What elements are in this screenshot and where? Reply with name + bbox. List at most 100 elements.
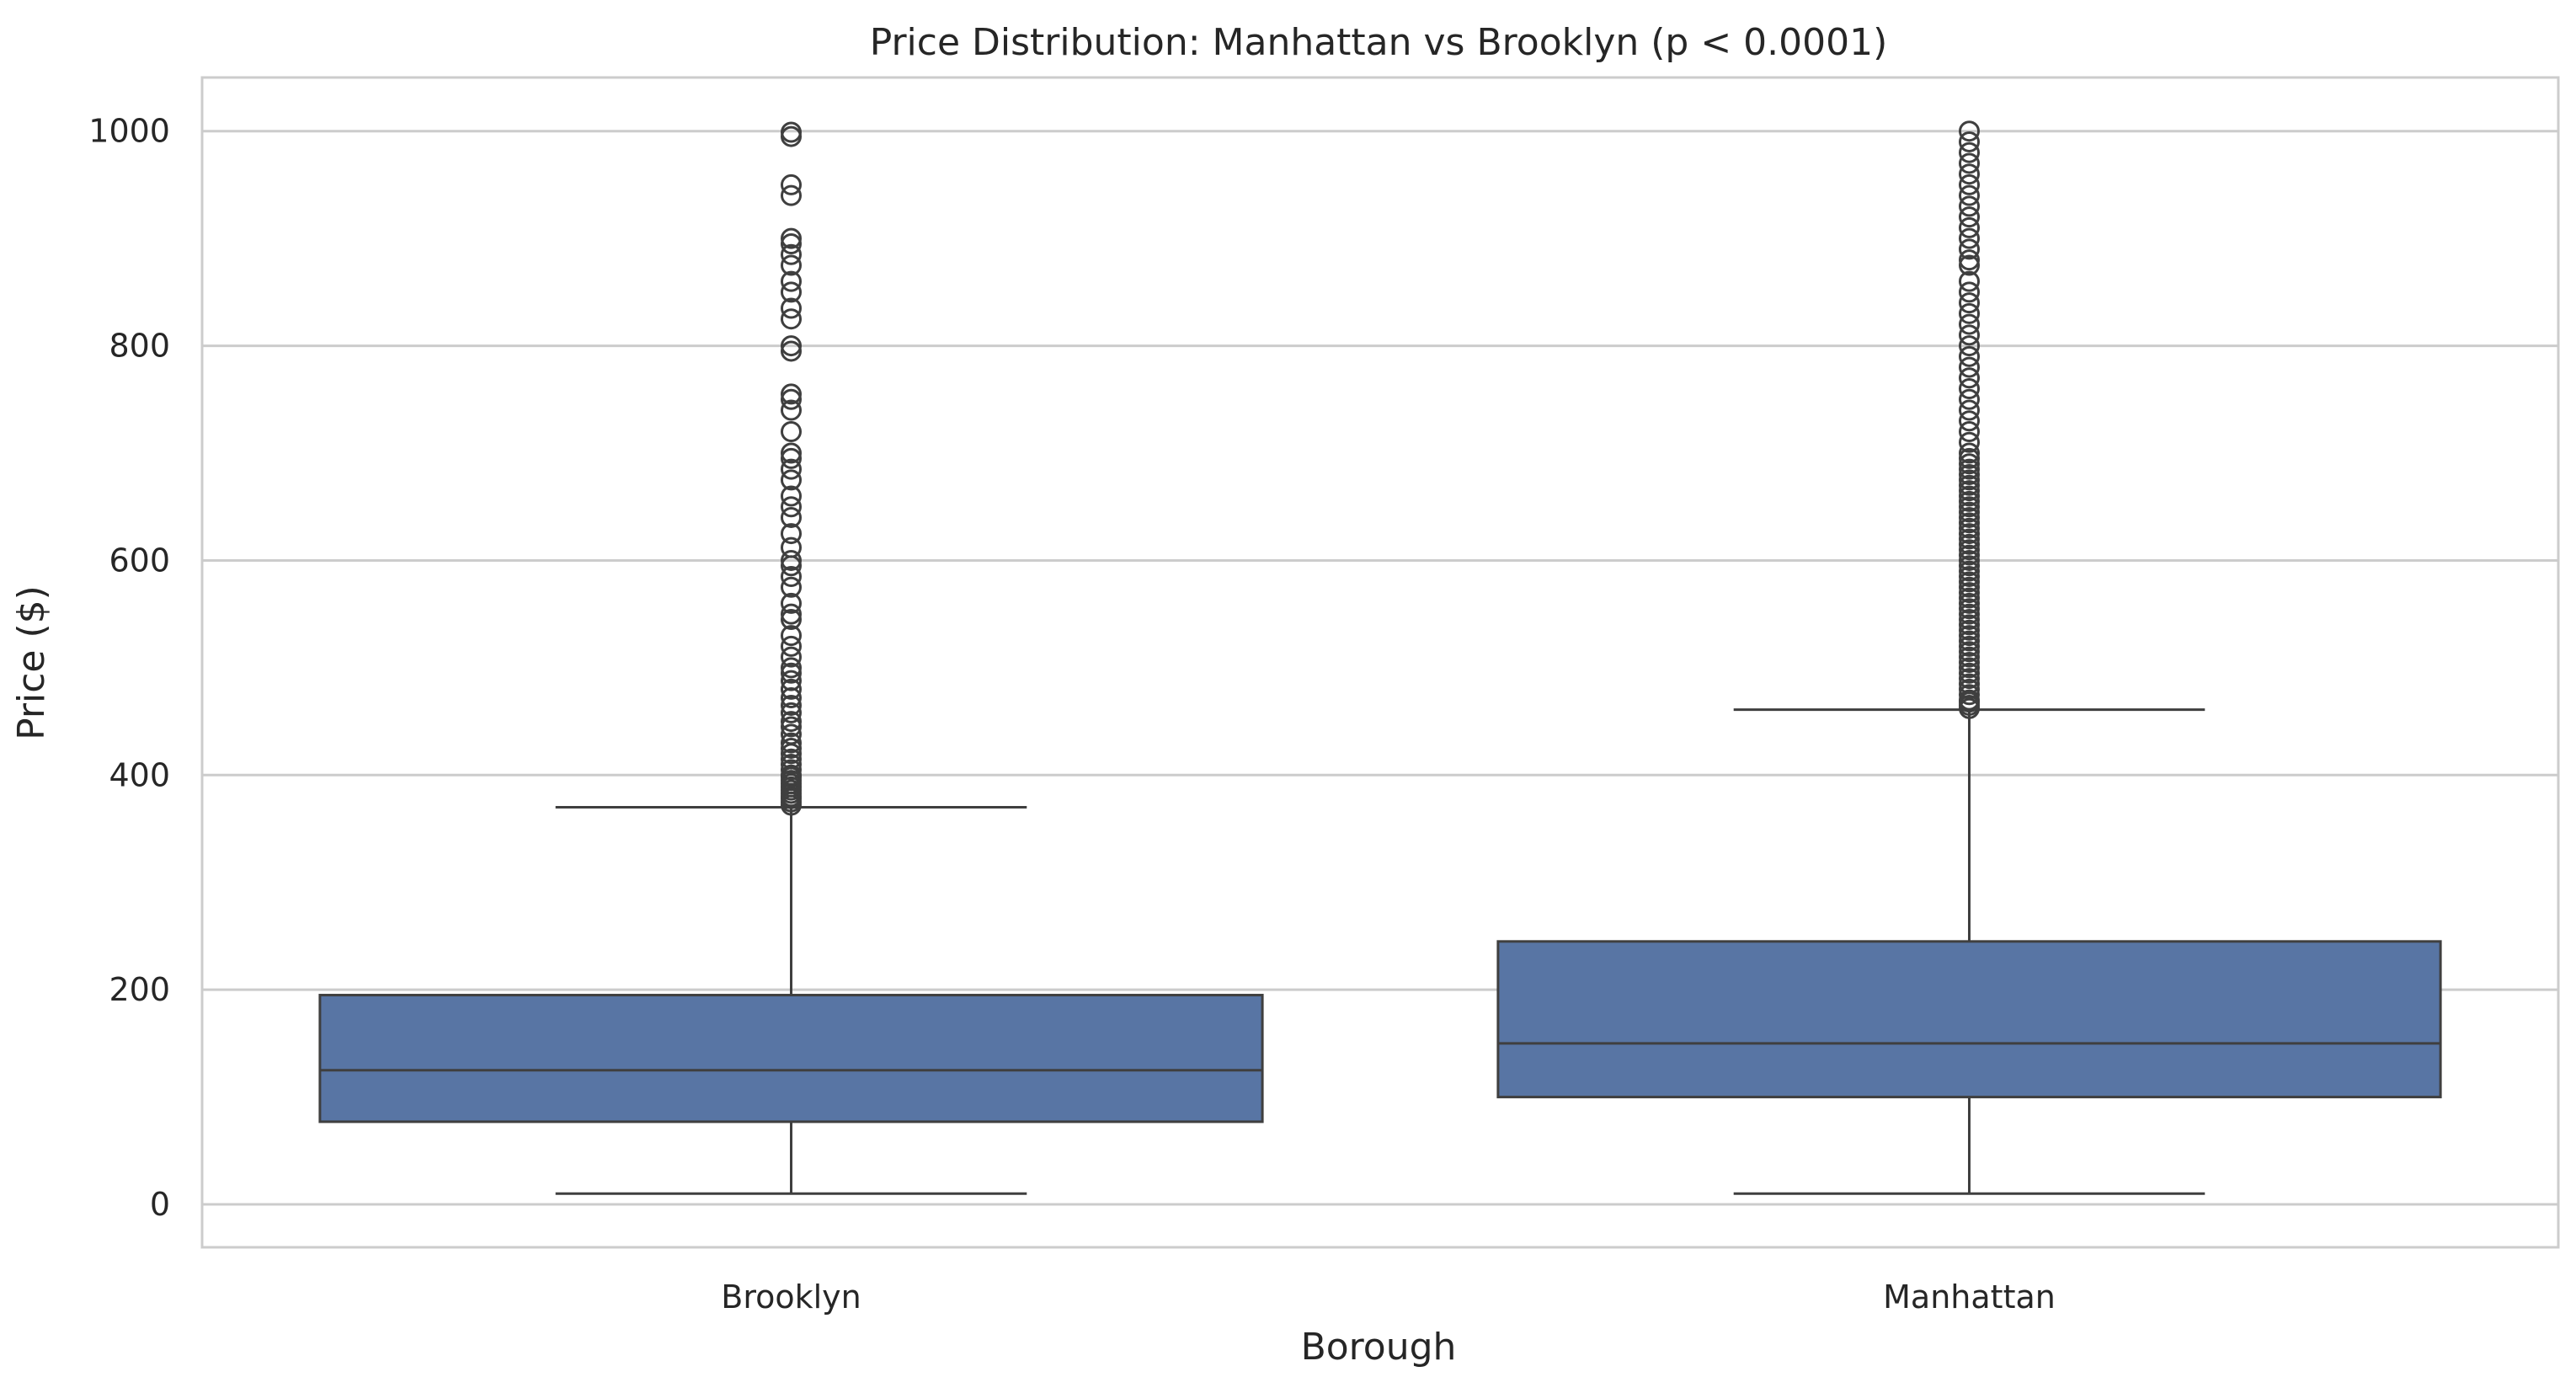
outlier-point: [1959, 216, 1980, 238]
outlier-point: [1959, 469, 1980, 491]
outlier-point: [781, 635, 802, 657]
outlier-point: [1959, 292, 1980, 314]
outlier-point: [1959, 528, 1980, 550]
outlier-point: [1959, 673, 1980, 695]
outlier-point: [1959, 480, 1980, 502]
outlier-point: [1959, 458, 1980, 480]
outlier-point: [1959, 657, 1980, 679]
chart-title: Price Distribution: Manhattan vs Brookly…: [870, 21, 1888, 64]
outlier-point: [781, 694, 802, 716]
outlier-point: [781, 469, 802, 491]
outlier-point: [1959, 506, 1980, 528]
outlier-point: [1959, 447, 1980, 469]
box-group-manhattan: [1496, 120, 2442, 1195]
outlier-point: [1959, 490, 1980, 512]
iqr-box: [1496, 940, 2442, 1099]
outlier-point: [1959, 603, 1980, 625]
outlier-point: [781, 657, 802, 679]
outlier-point: [1959, 302, 1980, 324]
outlier-point: [1959, 517, 1980, 539]
outlier-point: [1959, 576, 1980, 598]
x-tick-labels: Brooklyn Manhattan: [721, 1278, 2056, 1316]
outlier-point: [1959, 501, 1980, 523]
outlier-point: [781, 566, 802, 588]
outlier-point: [781, 496, 802, 518]
outlier-point: [781, 687, 802, 709]
iqr-box: [318, 994, 1264, 1123]
outlier-point: [781, 121, 802, 143]
grid-lines: [202, 130, 2558, 1206]
outlier-point: [781, 173, 802, 195]
outlier-point: [1959, 410, 1980, 432]
outlier-point: [781, 662, 802, 684]
outlier-point: [781, 678, 802, 700]
outlier-point: [1959, 646, 1980, 668]
y-tick-label: 200: [109, 971, 170, 1008]
outlier-point: [1959, 388, 1980, 410]
outlier-point: [1959, 539, 1980, 561]
outlier-point: [781, 399, 802, 421]
outlier-point: [1959, 474, 1980, 496]
outlier-point: [781, 383, 802, 405]
outlier-point: [1959, 184, 1980, 206]
outlier-point: [781, 737, 802, 759]
outlier-point: [781, 711, 802, 733]
outlier-point: [1959, 582, 1980, 604]
outlier-point: [1959, 609, 1980, 631]
outlier-point: [1959, 571, 1980, 593]
outlier-point: [781, 447, 802, 469]
outlier-point: [1959, 453, 1980, 475]
outlier-point: [1959, 356, 1980, 378]
outlier-point: [1959, 367, 1980, 389]
outlier-point: [1959, 566, 1980, 588]
outlier-point: [1959, 120, 1980, 142]
outlier-point: [1959, 560, 1980, 582]
y-tick-label: 1000: [88, 113, 170, 150]
outlier-point: [781, 254, 802, 276]
outlier-point: [781, 723, 802, 745]
outlier-point: [781, 523, 802, 545]
y-tick-label: 800: [109, 328, 170, 365]
outlier-point: [1959, 678, 1980, 700]
outlier-point: [1959, 549, 1980, 571]
outlier-point: [1959, 485, 1980, 507]
outlier-point: [1959, 592, 1980, 614]
outlier-point: [1959, 206, 1980, 228]
box-group-brooklyn: [318, 121, 1264, 1195]
outlier-point: [1959, 313, 1980, 335]
box-plot-series: [318, 120, 2442, 1195]
outlier-point: [1959, 496, 1980, 518]
outlier-point: [1959, 641, 1980, 663]
outlier-point: [781, 308, 802, 330]
outlier-point: [781, 592, 802, 614]
y-axis-title: Price ($): [10, 585, 53, 740]
outlier-point: [1959, 544, 1980, 566]
outlier-point: [781, 732, 802, 754]
outlier-point: [781, 759, 802, 781]
outlier-point: [781, 506, 802, 528]
x-tick-label: Manhattan: [1883, 1278, 2056, 1316]
outlier-point: [1959, 378, 1980, 400]
outlier-point: [1959, 270, 1980, 292]
outlier-point: [781, 340, 802, 362]
outlier-point: [1959, 619, 1980, 641]
outlier-point: [781, 754, 802, 776]
y-tick-labels: 0 200 400 600 800 1000: [88, 113, 170, 1223]
outlier-point: [1959, 652, 1980, 673]
outlier-point: [781, 335, 802, 357]
outlier-point: [781, 702, 802, 723]
outlier-point: [1959, 249, 1980, 271]
outlier-point: [1959, 421, 1980, 443]
outlier-point: [781, 184, 802, 206]
outlier-point: [781, 764, 802, 786]
outlier-point: [1959, 163, 1980, 185]
outlier-point: [1959, 684, 1980, 706]
outlier-point: [781, 536, 802, 558]
outlier-point: [781, 421, 802, 443]
outlier-point: [1959, 173, 1980, 195]
outlier-point: [1959, 630, 1980, 652]
outlier-point: [1959, 227, 1980, 249]
outlier-point: [781, 233, 802, 255]
outlier-point: [1959, 131, 1980, 152]
